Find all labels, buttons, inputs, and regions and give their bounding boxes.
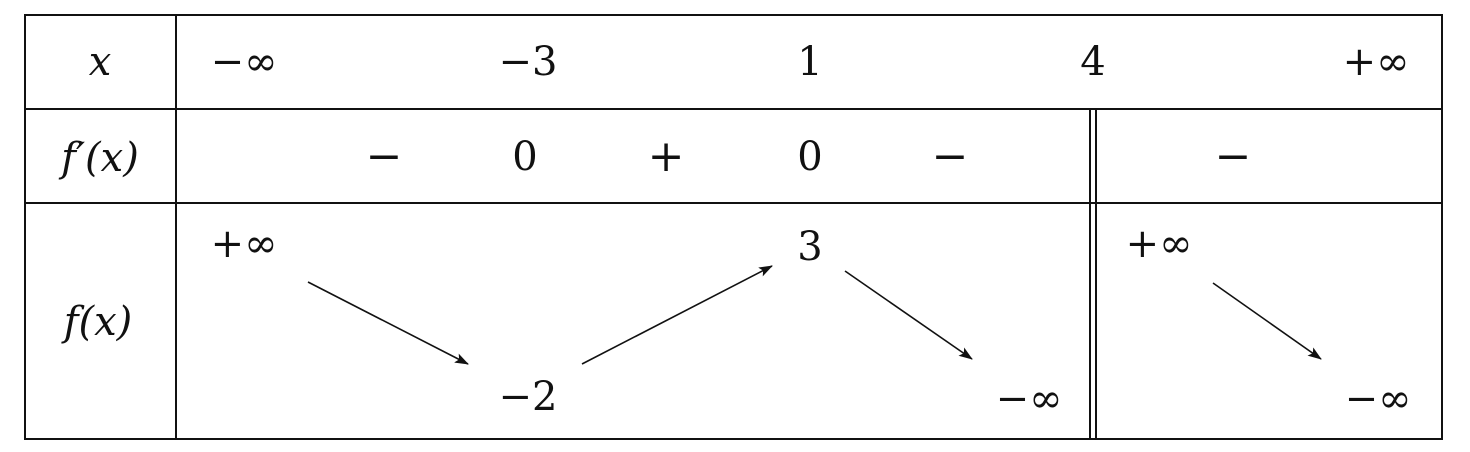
f-value-plus-infinity-left: +∞ <box>210 221 278 267</box>
derivative-sign-3: − <box>931 131 969 182</box>
derivative-zero-1: 0 <box>512 134 538 180</box>
derivative-sign-4: − <box>1214 131 1252 182</box>
header-x: x <box>88 39 112 85</box>
header-f: f(x) <box>63 299 133 345</box>
arrow-decreasing-3 <box>1212 282 1322 360</box>
f-value-minimum: −2 <box>498 374 558 420</box>
arrow-increasing <box>581 265 773 365</box>
x-value-1: 1 <box>797 39 823 85</box>
f-value-minus-infinity-right: −∞ <box>1344 376 1412 422</box>
x-value-minus-infinity: −∞ <box>210 39 278 85</box>
derivative-zero-2: 0 <box>797 134 823 180</box>
x-value-plus-infinity: +∞ <box>1342 39 1410 85</box>
derivative-sign-2: + <box>647 131 685 182</box>
f-value-plus-infinity-right-of-4: +∞ <box>1125 221 1193 267</box>
f-value-maximum: 3 <box>797 224 823 270</box>
table-border <box>24 14 1443 440</box>
f-value-minus-infinity-left-of-4: −∞ <box>995 376 1063 422</box>
header-fprime: f′(x) <box>61 135 139 181</box>
x-value-4: 4 <box>1080 39 1106 85</box>
arrow-decreasing-1 <box>307 281 469 365</box>
derivative-sign-1: − <box>365 131 403 182</box>
x-value-minus-3: −3 <box>498 39 558 85</box>
arrow-decreasing-2 <box>844 270 973 360</box>
